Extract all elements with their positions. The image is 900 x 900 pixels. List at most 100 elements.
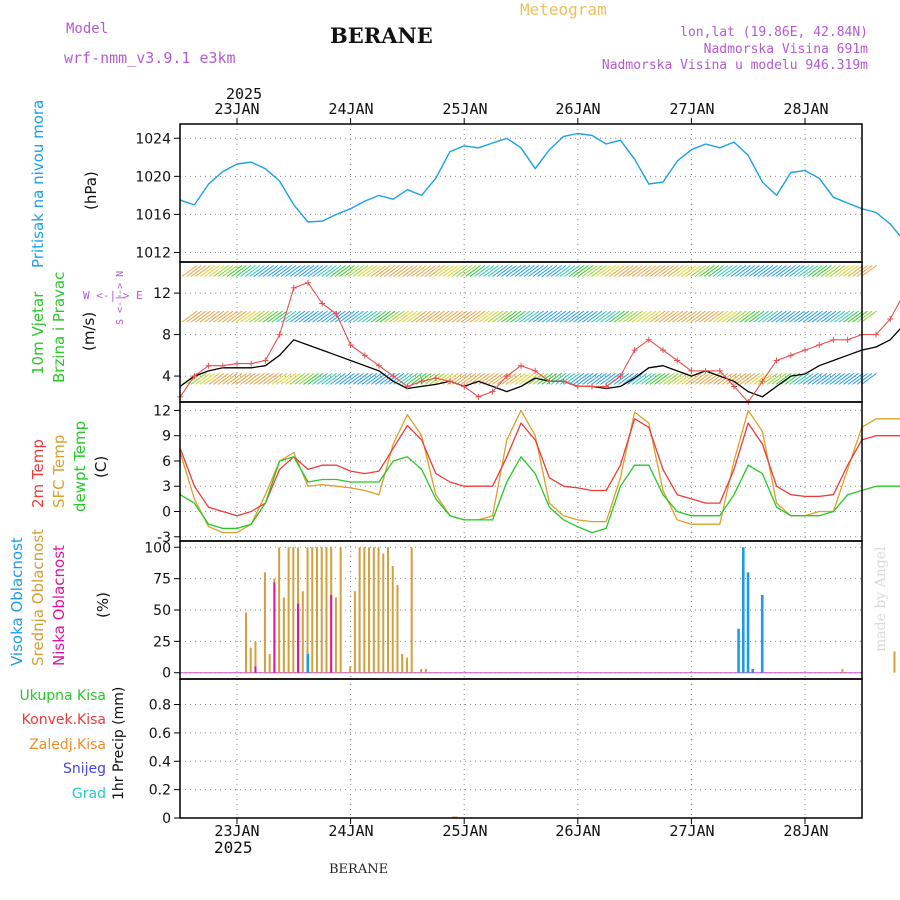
bottom-date-27jan: 27JAN (669, 822, 715, 840)
wind-barb (312, 310, 328, 323)
meteogram-title: Meteogram (520, 0, 607, 19)
wind-barb (474, 310, 490, 323)
wind-barb (798, 372, 814, 385)
wind-barb (631, 372, 648, 385)
wind-barb (370, 372, 387, 385)
wind-barb (366, 372, 382, 385)
cloud-bar (410, 547, 413, 673)
wind-barb (501, 310, 517, 323)
wind-barb (397, 372, 414, 385)
wind-barb (721, 310, 738, 323)
wind-barb (766, 265, 783, 277)
model-label: Model (66, 21, 109, 37)
model-elevation-label: Nadmorska Visina u modelu 946.319m (601, 58, 868, 73)
wind-barb (667, 372, 684, 385)
wind-barb (793, 265, 810, 277)
wind-barb (361, 372, 378, 385)
wind-barb (622, 265, 639, 277)
wind-gust-marker (262, 357, 269, 364)
wind-barb (712, 372, 729, 385)
wind-barb (195, 310, 211, 323)
wind-barb (852, 265, 868, 277)
wind-barb (402, 265, 418, 277)
precip-label-snow: Snijeg (62, 761, 106, 777)
wind-barb (852, 310, 868, 323)
wind-barb (217, 265, 234, 277)
wind-barb (253, 372, 270, 385)
wind-barb (789, 372, 805, 385)
wind-barb (420, 265, 436, 277)
wind-barb (316, 310, 333, 323)
wind-barb (838, 310, 855, 323)
top-date-24jan: 24JAN (328, 100, 374, 118)
wind-barb (303, 310, 319, 323)
wind-barb (325, 372, 342, 385)
wind-gust-marker (603, 383, 610, 390)
wind-barb (604, 265, 621, 277)
wind-barb (699, 265, 715, 277)
wind-barb (478, 265, 495, 277)
wind-barb (312, 265, 328, 277)
wind-barb (240, 310, 256, 323)
wind-gust-marker (191, 373, 198, 380)
wind-barb (676, 310, 693, 323)
wind-barb (771, 265, 787, 277)
wind-barb (735, 310, 751, 323)
wind-barb (361, 265, 378, 277)
wind-gust-marker (787, 352, 794, 359)
wind-barb (343, 310, 360, 323)
wind-barb (460, 372, 477, 385)
wind-ytick-label: 4 (162, 369, 171, 385)
wind-barb (807, 372, 823, 385)
wind-barb (847, 265, 864, 277)
wind-ytick-label: 8 (162, 328, 171, 344)
wind-barb (735, 265, 751, 277)
wind-barb (555, 310, 571, 323)
temp-ytick-label: 6 (162, 454, 171, 470)
cloud-ytick-label: 50 (153, 603, 171, 619)
wind-barb (496, 310, 513, 323)
wind-barb (510, 372, 526, 385)
wind-barb (726, 310, 742, 323)
wind-barb (618, 372, 634, 385)
wind-barb (564, 265, 580, 277)
wind-barb (735, 372, 751, 385)
wind-barb (514, 372, 531, 385)
precip-ytick-label: 0.8 (149, 698, 171, 714)
wind-barb (271, 310, 288, 323)
wind-compass-we: W <-|-> E (83, 289, 143, 302)
wind-barb (352, 265, 369, 277)
wind-barb (685, 372, 702, 385)
wind-barb (762, 265, 778, 277)
wind-barb (501, 265, 517, 277)
wind-gust-marker (873, 331, 879, 338)
wind-barb (784, 310, 801, 323)
wind-barb (424, 265, 441, 277)
wind-barb (829, 265, 846, 277)
wind-barb (298, 372, 315, 385)
pressure-series-line (179, 132, 900, 237)
wind-barb (843, 265, 859, 277)
wind-barb (550, 265, 567, 277)
wind-barb (834, 310, 850, 323)
wind-barb (816, 372, 832, 385)
wind-barb (267, 265, 283, 277)
wind-barb (492, 265, 508, 277)
wind-barb (775, 310, 792, 323)
pressure-ytick-label: 1016 (135, 207, 171, 223)
precip-label-hail: Grad (71, 786, 106, 802)
wind-barb (600, 310, 616, 323)
wind-barb (523, 310, 540, 323)
wind-barb (514, 310, 531, 323)
wind-barb (487, 372, 504, 385)
wind-barb (415, 265, 432, 277)
wind-barb (456, 265, 472, 277)
wind-barb (627, 265, 643, 277)
wind-barb (433, 310, 450, 323)
wind-barb (658, 265, 675, 277)
precip-ytick-label: 0.4 (149, 754, 171, 770)
wind-barb (325, 310, 342, 323)
wind-barb (744, 265, 760, 277)
cloud-bar (297, 603, 300, 673)
wind-barb (681, 265, 697, 277)
